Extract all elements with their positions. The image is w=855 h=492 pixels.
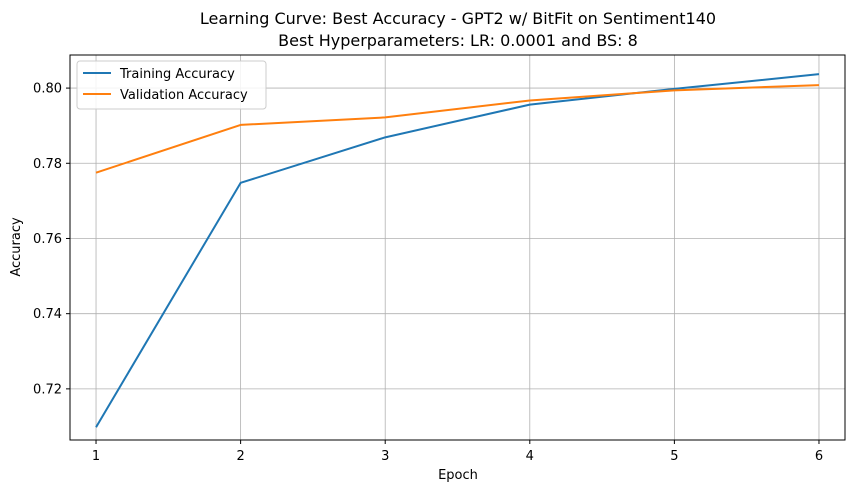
legend-label-training: Training Accuracy xyxy=(119,67,235,82)
y-tick-label: 0.80 xyxy=(33,82,62,97)
x-axis: 1 2 3 4 5 6 xyxy=(92,440,823,464)
x-axis-label: Epoch xyxy=(438,468,478,483)
x-tick-label: 3 xyxy=(381,449,389,464)
legend-box xyxy=(76,60,267,110)
grid-lines xyxy=(70,55,845,440)
training-accuracy-line xyxy=(95,73,820,428)
y-tick-label: 0.74 xyxy=(33,307,62,322)
x-tick-label: 5 xyxy=(670,449,678,464)
chart-title: Learning Curve: Best Accuracy - GPT2 w/ … xyxy=(200,9,716,28)
y-tick-label: 0.78 xyxy=(33,157,62,172)
validation-accuracy-line xyxy=(95,84,820,174)
x-tick-label: 1 xyxy=(92,449,100,464)
legend: Training Accuracy Validation Accuracy xyxy=(76,60,267,110)
plot-frame xyxy=(69,54,846,441)
y-axis: 0.72 0.74 0.76 0.78 0.80 xyxy=(33,82,70,397)
x-tick-label: 4 xyxy=(526,449,534,464)
x-tick-label: 6 xyxy=(815,449,823,464)
y-tick-label: 0.76 xyxy=(33,232,62,247)
y-axis-label: Accuracy xyxy=(9,217,24,277)
legend-label-validation: Validation Accuracy xyxy=(120,88,248,103)
y-tick-label: 0.72 xyxy=(33,382,62,397)
x-tick-label: 2 xyxy=(236,449,244,464)
series-lines xyxy=(95,73,820,428)
chart-subtitle: Best Hyperparameters: LR: 0.0001 and BS:… xyxy=(278,31,638,50)
